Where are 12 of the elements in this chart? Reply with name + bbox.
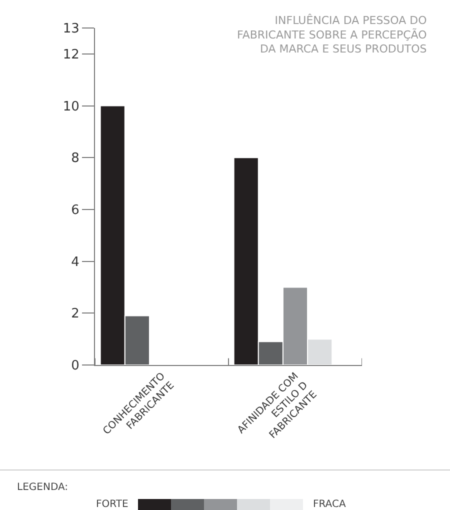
y-tick-label: 0 [71,358,80,374]
y-tick-label: 2 [71,306,80,322]
y-tick-label: 13 [62,22,80,37]
text: LEGENDA: [17,482,68,493]
y-tick-label: 12 [62,47,80,62]
y-tick-label: 4 [71,254,80,270]
y-tick-label: 10 [62,99,80,114]
text: FRACA [313,499,346,510]
text: FORTE [96,499,128,510]
y-tick-label: 6 [71,203,80,218]
chart-title: INFLUÊNCIA DA PESSOA DO FABRICANTE SOBRE A PERCEPÇÃO DA MARCA E SEUS PRODUTOS [237,13,428,56]
y-tick-label: 8 [71,151,80,166]
